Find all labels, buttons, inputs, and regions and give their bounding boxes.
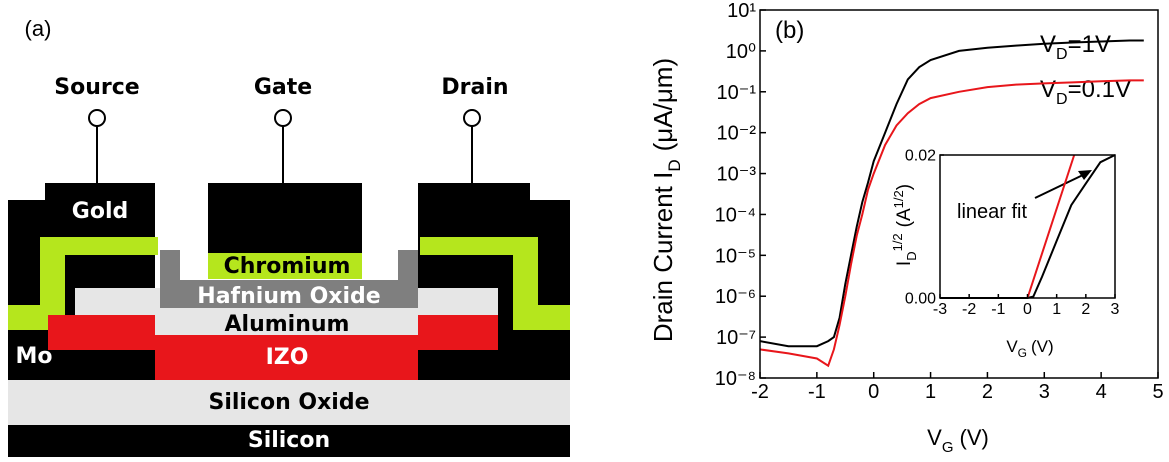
x-tick-label: 1 (1052, 301, 1061, 318)
layer-label: Chromium (224, 254, 351, 279)
panel-label: (a) (25, 16, 52, 41)
layer-label: Silicon Oxide (208, 390, 369, 415)
y-tick-label: 10⁻⁷ (716, 327, 756, 349)
y-tick-label: 10⁻⁵ (715, 245, 756, 267)
layer-label: Gold (72, 199, 128, 224)
layer (48, 315, 155, 350)
annotation: linear fit (957, 201, 1027, 223)
terminal-label: Drain (441, 75, 508, 100)
terminal (89, 110, 105, 126)
x-tick-label: 2 (1081, 301, 1090, 318)
y-tick-label: 0.02 (905, 148, 936, 165)
x-tick-label: 3 (1111, 301, 1120, 318)
x-tick-label: -1 (808, 381, 826, 403)
legend-label: VD=1V (1040, 31, 1111, 63)
layer-label: Silicon (248, 428, 330, 453)
y-tick-label: 10⁻⁴ (715, 204, 756, 226)
layer-label: Aluminum (225, 312, 350, 337)
x-tick-label: 4 (1096, 381, 1107, 403)
layer-label: Hafnium Oxide (197, 284, 380, 309)
y-tick-label: 10⁻¹ (717, 82, 757, 104)
terminal (275, 110, 291, 126)
x-tick-label: 1 (925, 381, 936, 403)
terminal-label: Gate (254, 75, 312, 100)
y-axis-label: Drain Current ID(μA/μm) (648, 58, 684, 342)
terminal (464, 110, 480, 126)
x-tick-label: -1 (991, 301, 1005, 318)
y-tick-label: 0.00 (905, 291, 936, 308)
device-diagram: (a) Source Gate Drain Gold Chromium Hafn… (8, 16, 570, 457)
x-tick-label: 3 (1039, 381, 1050, 403)
panel-label: (b) (775, 17, 804, 44)
y-tick-label: 10⁰ (726, 41, 756, 63)
layer-label: Mo (15, 344, 52, 369)
x-tick-label: -2 (962, 301, 976, 318)
x-tick-label: 0 (1023, 301, 1032, 318)
y-tick-label: 10⁻³ (717, 164, 757, 186)
x-tick-label: 5 (1152, 381, 1163, 403)
x-axis-label: VG(V) (927, 425, 989, 456)
x-tick-label: 2 (982, 381, 993, 403)
y-tick-label: 10⁻² (717, 123, 757, 145)
figure: (a) Source Gate Drain Gold Chromium Hafn… (0, 0, 1169, 462)
layer (418, 183, 530, 213)
y-tick-label: 10¹ (727, 0, 756, 22)
terminal-label: Source (54, 75, 139, 100)
y-tick-label: 10⁻⁶ (715, 286, 756, 308)
layer (208, 183, 362, 253)
layer (418, 315, 498, 350)
layer-label: IZO (266, 345, 309, 370)
y-tick-label: 10⁻⁸ (715, 368, 756, 390)
x-tick-label: 0 (868, 381, 879, 403)
